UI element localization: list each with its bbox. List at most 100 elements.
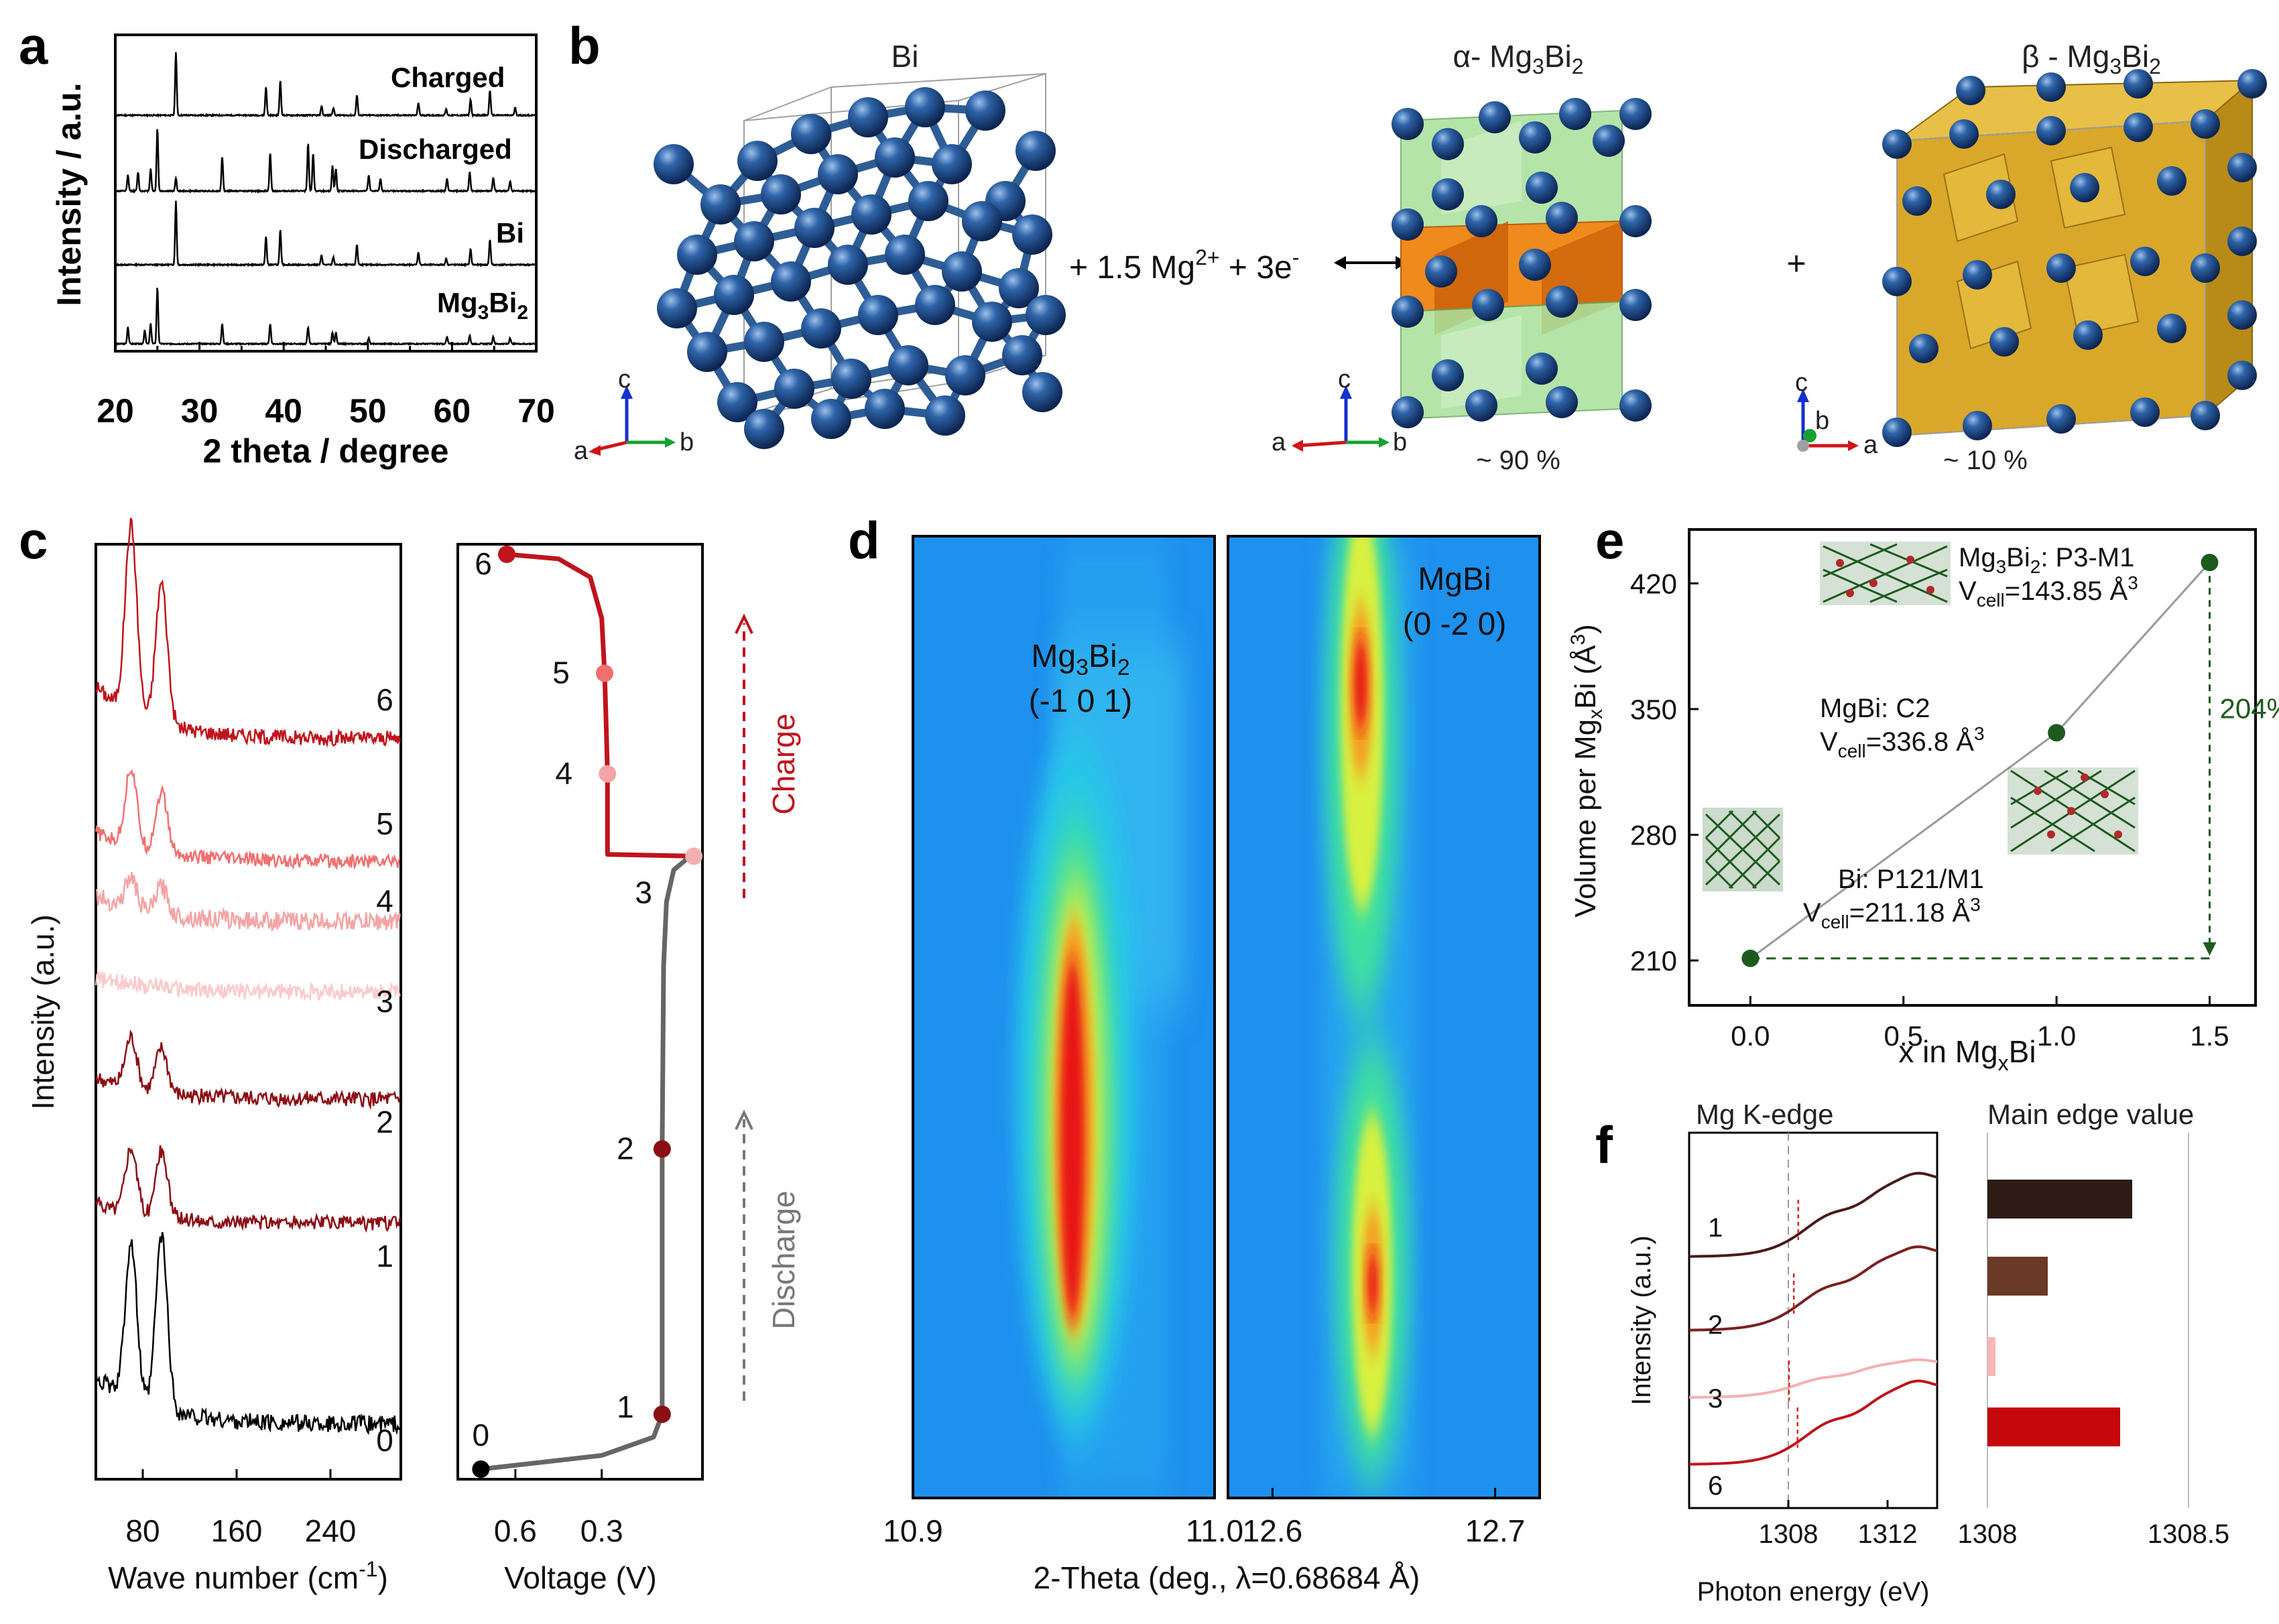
- alpha-bi-atom: [1425, 255, 1457, 288]
- beta-bi-atom: [2227, 153, 2257, 182]
- bi-atom: [1012, 214, 1052, 255]
- state-point-2: [653, 1140, 671, 1158]
- bi-atom: [848, 97, 888, 137]
- bi-atom: [794, 208, 835, 248]
- raman-state-label: 0: [376, 1423, 393, 1458]
- alpha-bi-atom: [1432, 359, 1464, 391]
- beta-bi-atom: [1902, 186, 1932, 216]
- state-point-0: [472, 1460, 490, 1478]
- beta-bi-atom: [2157, 166, 2186, 196]
- mgbi-crystal-thumbnail: [2008, 767, 2138, 855]
- alpha-bi-atom: [1392, 296, 1424, 328]
- xanes-series-label: 2: [1708, 1310, 1723, 1340]
- bi-atom: [717, 382, 757, 422]
- raman-state-label: 5: [376, 806, 393, 841]
- bi-atom: [657, 288, 697, 328]
- alpha-bi-atom: [1619, 289, 1652, 321]
- bi-atom: [908, 181, 948, 221]
- bi-atom: [734, 221, 774, 261]
- bi-atom: [925, 395, 965, 436]
- state-point-label: 2: [617, 1131, 634, 1166]
- xrd-x-tick-label: 70: [517, 392, 555, 430]
- bi-atom: [737, 141, 778, 181]
- panel-label-c: c: [19, 511, 48, 570]
- beta-bi-atom: [2227, 227, 2257, 256]
- xanes-x-tick-label: 1312: [1858, 1519, 1918, 1549]
- edge-bar-6: [1987, 1408, 2120, 1446]
- state-point-1: [653, 1406, 671, 1424]
- volume-x-axis-label: x in MgxBi: [1898, 1034, 2036, 1075]
- beta-bi-atom: [1909, 334, 1938, 363]
- alpha-bi-atom: [1465, 389, 1497, 422]
- label-bi: Bi: [496, 217, 524, 249]
- alpha-bi-atom: [1619, 389, 1652, 422]
- beta-bi-atom: [2046, 404, 2076, 434]
- bi-atom: [744, 322, 784, 362]
- volume-x-tick-label: 0.5: [1884, 1020, 1923, 1052]
- expansion-annotation: 204%: [2219, 692, 2279, 724]
- bi-atom: [771, 261, 811, 302]
- bi-atom: [774, 369, 814, 409]
- beta-bi-atom: [2157, 314, 2186, 343]
- alpha-axes-triad: c a b: [1272, 365, 1407, 456]
- alpha-percentage: ~ 90 %: [1476, 446, 1560, 475]
- heatmap-x-tick-label: 12.7: [1465, 1513, 1526, 1548]
- xrd-x-tick-label: 30: [181, 392, 219, 430]
- panel-a: a 20 30 40 50 60 70 Charged Discharged Bi Mg3…: [19, 16, 555, 470]
- bi-atom: [999, 268, 1039, 308]
- bi-atom: [932, 144, 972, 184]
- panel-label-f: f: [1595, 1115, 1613, 1174]
- xanes-series-label: 6: [1708, 1471, 1723, 1501]
- bi-crystal-thumbnail: [1703, 808, 1783, 891]
- edge-bar-chart: 1308 1308.5: [1958, 1133, 2229, 1549]
- alpha-bi-atom: [1479, 101, 1511, 133]
- discharge-curve: [481, 854, 695, 1472]
- voltage-x-axis-label: Voltage (V): [504, 1560, 657, 1595]
- bi-atom: [761, 174, 801, 214]
- heatmap-x-ticks: 10.9 11.012.6 12.7: [883, 1488, 1525, 1548]
- bi-crystal-structure: [654, 72, 1066, 449]
- bi-atom: [942, 251, 982, 292]
- beta-bi-atom: [2036, 72, 2066, 102]
- bi-atom: [1015, 131, 1056, 171]
- bi-axes-triad: c a b: [574, 365, 694, 465]
- raman-x-tick-label: 240: [305, 1513, 357, 1548]
- beta-axis-c: c: [1795, 369, 1808, 397]
- state-point-5: [596, 664, 613, 682]
- raman-x-tick-label: 160: [211, 1513, 263, 1548]
- beta-bi-atom: [2046, 253, 2076, 283]
- beta-bi-atom: [2070, 173, 2099, 202]
- raman-state-label: 1: [376, 1239, 393, 1273]
- raman-series-1: [95, 1145, 401, 1233]
- panel-e: e 0.0 0.5 1.0 1.5 210 280 350 420 204% Bi: P121/M…: [1567, 511, 2279, 1075]
- state-point-label: 6: [475, 546, 492, 581]
- bar-x-tick-label: 1308.5: [2148, 1519, 2229, 1549]
- volume-y-tick-label: 210: [1630, 945, 1677, 977]
- reaction-arrow: [1334, 256, 1408, 269]
- heatmap-x-tick-label: 12.6: [1243, 1513, 1303, 1548]
- bi-atom: [654, 144, 694, 184]
- beta-structure-title: β - Mg3Bi2: [2022, 39, 2161, 78]
- volume-y-axis-label: Volume per MgxBi (Å3): [1567, 624, 1607, 918]
- raman-y-axis-label: Intensity (a.u.): [25, 914, 60, 1109]
- alpha-bi-atom: [1465, 205, 1497, 237]
- bi-atom: [905, 87, 945, 127]
- bi-axis-a: a: [574, 437, 589, 465]
- xrd-patterns: [115, 52, 537, 347]
- volume-point: [2048, 724, 2066, 742]
- bi-atom: [965, 90, 1005, 131]
- beta-bi-atom: [1963, 260, 1992, 290]
- alpha-axis-b: b: [1393, 428, 1407, 456]
- panel-label-e: e: [1595, 511, 1624, 570]
- heatmap-x-tick-label: 10.9: [883, 1513, 943, 1548]
- alpha-bi-atom: [1526, 353, 1558, 385]
- raman-state-label: 4: [376, 883, 393, 918]
- beta-bi-atom: [2191, 401, 2220, 430]
- beta-bi-atom: [2130, 247, 2160, 276]
- xrd-x-tick-label: 40: [265, 392, 302, 430]
- raman-state-label: 3: [376, 984, 393, 1019]
- edge-bar-title: Main edge value: [1987, 1099, 2194, 1130]
- beta-percentage: ~ 10 %: [1943, 446, 2028, 475]
- raman-series-3: [95, 970, 401, 1001]
